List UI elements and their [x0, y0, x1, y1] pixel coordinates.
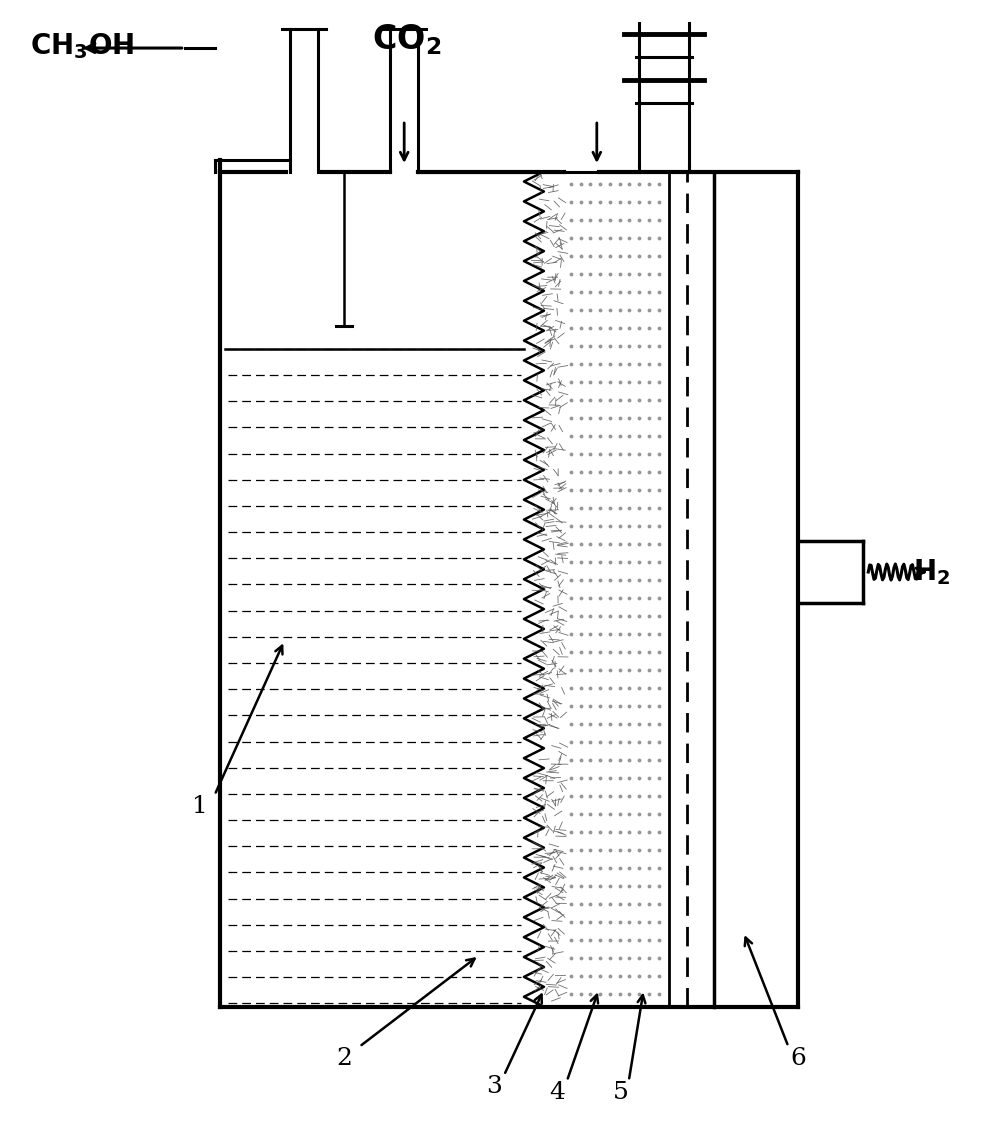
Text: 3: 3: [486, 1075, 502, 1098]
Text: $\mathbf{CO_2}$: $\mathbf{CO_2}$: [372, 23, 442, 57]
Text: $\mathbf{H_2}$: $\mathbf{H_2}$: [913, 557, 950, 587]
Text: 4: 4: [549, 1081, 565, 1104]
Text: 2: 2: [336, 1047, 352, 1070]
Text: 1: 1: [192, 795, 208, 818]
Text: $\mathbf{CH_3OH}$: $\mathbf{CH_3OH}$: [30, 31, 135, 61]
Text: 5: 5: [613, 1081, 629, 1104]
Text: 6: 6: [790, 1047, 806, 1070]
